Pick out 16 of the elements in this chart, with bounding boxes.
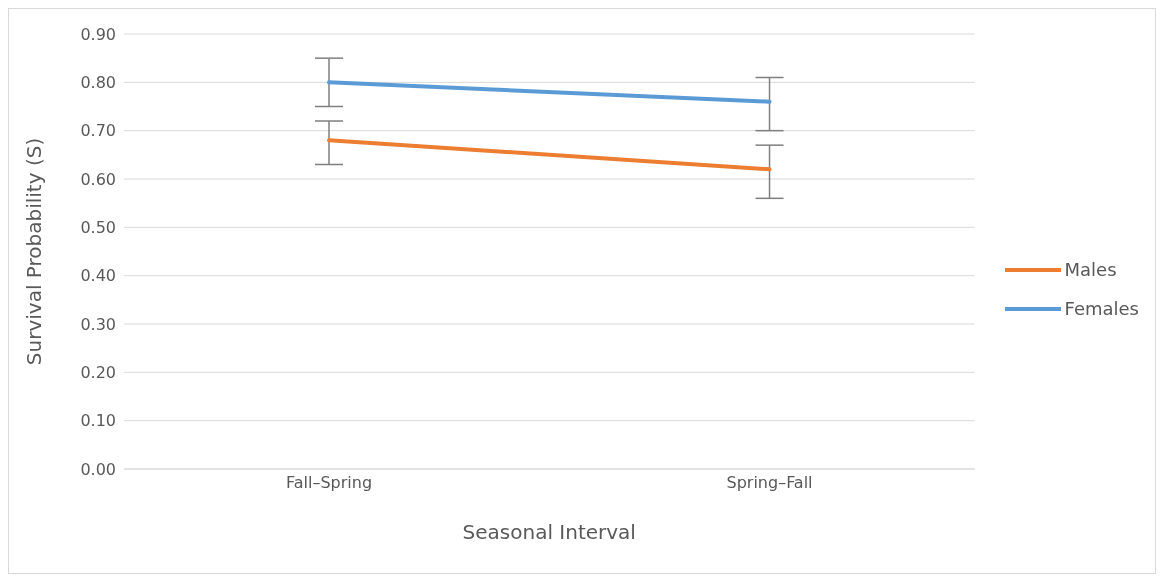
y-axis-title: Survival Probability (S)	[22, 137, 47, 366]
y-tick-label: 0.70	[80, 121, 116, 141]
y-tick-label: 0.00	[80, 459, 116, 479]
y-tick-label: 0.90	[80, 24, 116, 44]
y-tick-label: 0.40	[80, 266, 116, 286]
y-tick-label: 0.80	[80, 73, 116, 93]
x-tick-label: Fall–Spring	[285, 473, 373, 493]
y-tick-label: 0.20	[80, 363, 116, 383]
y-tick-label: 0.50	[80, 218, 116, 238]
y-tick-label: 0.10	[80, 411, 116, 431]
x-tick-label: Spring–Fall	[726, 473, 813, 493]
legend-label: Females	[1064, 298, 1139, 319]
y-tick-label: 0.30	[80, 314, 116, 334]
legend-label: Males	[1064, 259, 1117, 280]
x-axis-title: Seasonal Interval	[462, 520, 636, 544]
y-tick-label: 0.60	[80, 169, 116, 189]
